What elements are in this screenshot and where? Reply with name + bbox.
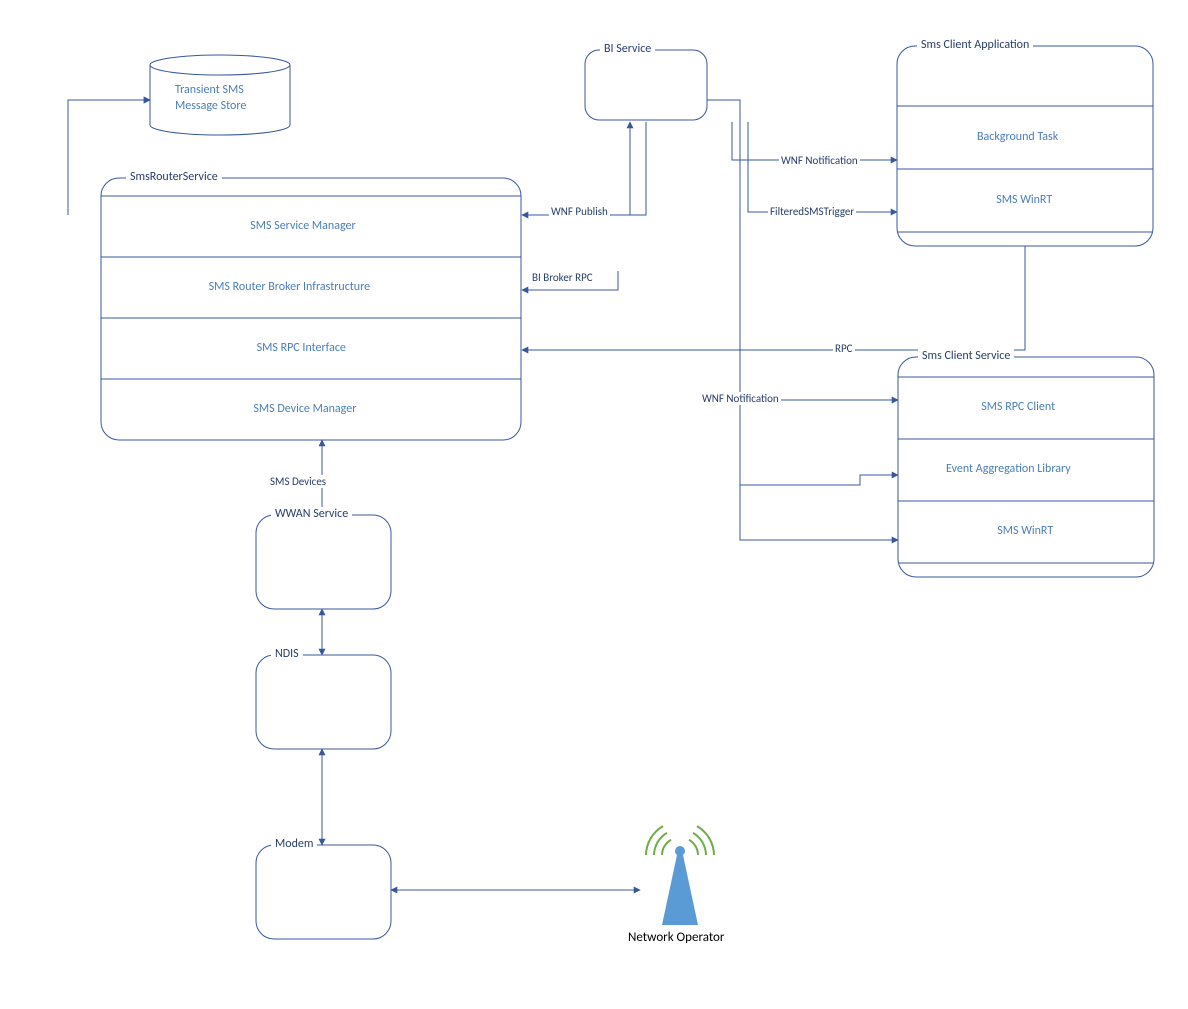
ndis-title: NDIS bbox=[271, 647, 303, 661]
sms-client-app-row-0: Background Task bbox=[977, 130, 1058, 144]
edge-wnf-publish-out bbox=[522, 122, 630, 215]
edge-label-sms-devices: SMS Devices bbox=[268, 475, 328, 488]
edge-label-filtered-sms-trigger: FilteredSMSTrigger bbox=[768, 205, 856, 218]
sms-client-svc-row-2: SMS WinRT bbox=[997, 524, 1053, 538]
edge-rpc-in bbox=[522, 246, 1025, 350]
edge-wnf-publish-in bbox=[522, 122, 646, 215]
diagram-canvas bbox=[0, 0, 1188, 1009]
sms-router-row-0: SMS Service Manager bbox=[250, 219, 355, 233]
sms-client-svc-row-0: SMS RPC Client bbox=[981, 400, 1055, 414]
modem-title: Modem bbox=[271, 837, 317, 851]
node-ndis bbox=[256, 655, 391, 749]
edge-bi-to-wnf-notif bbox=[707, 100, 740, 245]
edge-label-rpc-in: RPC bbox=[833, 342, 855, 355]
node-modem bbox=[256, 845, 391, 939]
sms-client-app-title: Sms Client Application bbox=[917, 38, 1033, 52]
edge-filtered-sms-trigger bbox=[748, 122, 897, 212]
sms-client-svc-title: Sms Client Service bbox=[918, 349, 1014, 363]
sms-router-row-1: SMS Router Broker Infrastructure bbox=[209, 280, 371, 294]
antenna-icon bbox=[662, 855, 698, 925]
edge-wnf-notif-svc3 bbox=[740, 485, 898, 540]
wwan-title: WWAN Service bbox=[271, 507, 352, 521]
transient-store-label-1: Message Store bbox=[175, 99, 246, 113]
network-operator-label: Network Operator bbox=[628, 930, 724, 945]
sms-router-title: SmsRouterService bbox=[126, 170, 222, 184]
edge-label-bi-broker-rpc: BI Broker RPC bbox=[530, 271, 595, 284]
edge-label-wnf-publish-out: WNF Publish bbox=[549, 205, 610, 218]
node-wwan bbox=[256, 515, 391, 609]
sms-client-svc-row-1: Event Aggregation Library bbox=[946, 462, 1071, 476]
sms-router-row-3: SMS Device Manager bbox=[253, 402, 356, 416]
sms-client-app-row-1: SMS WinRT bbox=[996, 193, 1052, 207]
edge-wnf-notif-svc2 bbox=[740, 400, 898, 485]
sms-router-row-2: SMS RPC Interface bbox=[257, 341, 346, 355]
edge-label-wnf-notif-app: WNF Notification bbox=[779, 154, 860, 167]
edge-label-wnf-notif-svc: WNF Notification bbox=[700, 392, 781, 405]
transient-store-label-0: Transient SMS bbox=[175, 83, 244, 97]
node-sms-client-app bbox=[897, 46, 1153, 246]
bi-service-title: BI Service bbox=[600, 42, 655, 56]
edge-wnf-notif-svc bbox=[740, 245, 898, 400]
node-bi-service bbox=[585, 50, 707, 120]
